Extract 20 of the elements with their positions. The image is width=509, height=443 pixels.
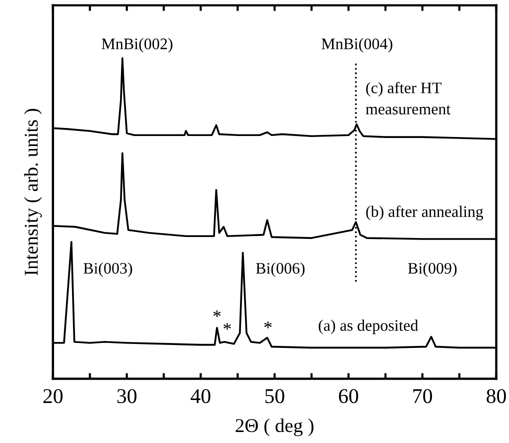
text: MnBi(002): [102, 38, 172, 53]
x-tick-label: 40: [190, 389, 210, 404]
y-axis-title: Intensity ( arb. units ): [24, 108, 42, 276]
x-tick-label: 70: [413, 389, 432, 404]
annotation: (c) after HT measurement: [366, 82, 451, 114]
x-tick-label: 80: [486, 389, 506, 404]
annotation: (b) after annealing: [366, 206, 484, 220]
annotation: Bi(006): [256, 262, 305, 277]
x-tick-label: 20: [43, 389, 63, 404]
text: MnBi(004): [322, 38, 392, 53]
x-axis-title: 2Θ ( deg ): [236, 418, 314, 436]
x-tick-label: 30: [117, 389, 136, 404]
x-tick-label: 60: [338, 389, 358, 404]
annotation: *: [224, 323, 231, 330]
annotation: Bi(003): [84, 262, 132, 277]
annotation: (a) as deposited: [318, 320, 418, 334]
annotation: *: [213, 310, 221, 318]
annotation: Bi(009): [408, 262, 457, 277]
x-tick-label: 50: [265, 389, 284, 404]
annotation: *: [264, 322, 272, 328]
